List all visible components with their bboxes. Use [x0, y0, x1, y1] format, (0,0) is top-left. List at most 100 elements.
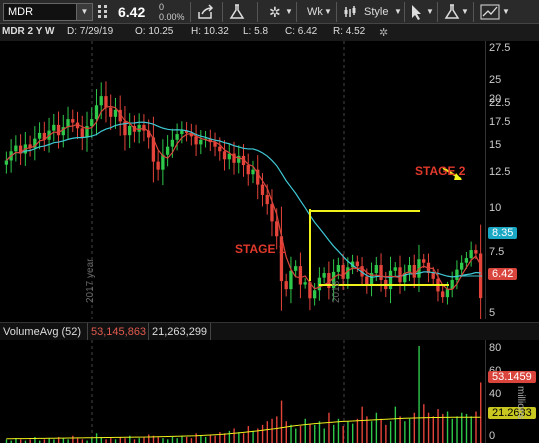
chart-header: MDR 2 Y W D: 7/29/19 O: 10.25 H: 10.32 L… [0, 24, 539, 41]
volume-bar [271, 418, 273, 443]
candle-body [412, 265, 416, 278]
candle-body [170, 139, 175, 147]
price-axis[interactable]: 27.5 25 22.5 20 17.5 15 12.5 10 7.5 5 8.… [485, 41, 539, 319]
volume-bar [399, 416, 401, 443]
candle-body [146, 130, 151, 138]
volume-bar [423, 404, 425, 443]
candle-body [104, 96, 108, 108]
toolbar: MDR ▼ 6.42 0 0.00% ✲ ▼ Wk ▼ Style ▼ ▼ ▼ … [0, 0, 539, 24]
volume-bar [247, 426, 250, 443]
volume-bar [24, 440, 27, 443]
volume-bar [266, 421, 269, 443]
bar-open: O: 10.25 [135, 26, 174, 37]
volume-bar [86, 440, 88, 443]
volume-bar [238, 432, 240, 443]
chart-settings-icon[interactable]: ✲ [379, 27, 389, 39]
volume-bar [404, 421, 406, 443]
period-dropdown-icon[interactable]: ▼ [324, 7, 332, 16]
volume-study-label[interactable]: VolumeAvg (52) [0, 323, 88, 341]
volume-bar [176, 438, 178, 443]
volume-bar [361, 406, 363, 443]
cursor-icon[interactable] [410, 3, 424, 21]
candle-body [265, 194, 269, 205]
volume-bar [356, 418, 359, 443]
candle-body [398, 267, 402, 283]
candle-body [374, 265, 378, 274]
volume-bar [318, 421, 321, 443]
drawing-icon[interactable] [343, 3, 363, 21]
symbol-input[interactable]: MDR ▼ [3, 3, 93, 21]
volume-bar [152, 435, 155, 443]
volume-chart[interactable] [0, 340, 485, 443]
style-button[interactable]: Style [364, 6, 389, 18]
volume-bar [228, 430, 231, 443]
candle-body [422, 259, 426, 263]
candle-body [464, 258, 469, 263]
volume-bar [347, 421, 349, 443]
volume-bar [418, 346, 420, 443]
price-chart[interactable]: STAGE 1 STAGE 2 2017 year 2018 [0, 41, 485, 328]
volume-bar [470, 416, 472, 443]
gear-icon[interactable]: ✲ [269, 4, 281, 20]
volume-bar [394, 406, 397, 443]
candle-body [441, 291, 445, 298]
share-icon[interactable] [197, 3, 215, 21]
volume-bar [148, 434, 150, 443]
studies-dropdown-icon[interactable]: ▼ [461, 7, 469, 16]
candle-body [90, 119, 94, 127]
studies-flask-icon[interactable] [444, 3, 460, 21]
change-pct: 0.00% [159, 12, 185, 22]
patterns-dropdown-icon[interactable]: ▼ [502, 7, 510, 16]
candle-body [37, 132, 42, 139]
candle-body [28, 144, 32, 148]
volume-bar [304, 418, 306, 443]
style-dropdown-icon[interactable]: ▼ [394, 7, 402, 16]
candle-body [42, 132, 46, 140]
volume-average: 21,263,299 [149, 323, 211, 341]
volume-bar [375, 412, 378, 443]
volume-bar [223, 433, 226, 443]
cursor-dropdown-icon[interactable]: ▼ [426, 7, 434, 16]
candle-body [303, 282, 307, 285]
volume-bar [465, 413, 468, 443]
toolbar-separator [257, 2, 258, 22]
toolbar-separator [437, 2, 438, 22]
volume-bar [138, 438, 140, 443]
volume-bar [408, 418, 411, 443]
period-button[interactable]: Wk [307, 6, 323, 18]
candle-body [66, 119, 70, 128]
symbol-dropdown-icon[interactable]: ▼ [76, 4, 92, 20]
candle-body [208, 138, 212, 143]
volume-bar [195, 433, 197, 443]
candle-body [431, 273, 435, 279]
flask-icon[interactable] [229, 3, 245, 21]
candle-body [331, 271, 336, 288]
volume-bars-group [5, 346, 482, 443]
volume-bar [15, 438, 17, 443]
y-tick: 17.5 [489, 116, 511, 128]
volume-bar [252, 430, 254, 443]
candle-body [227, 153, 231, 160]
chevron-down-icon[interactable]: ▼ [285, 7, 293, 16]
volume-bar [38, 440, 41, 443]
volume-chart-svg [5, 340, 482, 443]
grid-icon[interactable] [97, 4, 109, 21]
patterns-icon[interactable] [480, 3, 500, 21]
candle-body [213, 142, 217, 147]
candle-body [241, 155, 246, 166]
candle-body [256, 169, 260, 185]
candle-body [251, 169, 255, 175]
bar-high: H: 10.32 [191, 26, 229, 37]
candle-body [317, 277, 322, 291]
candle-body [199, 139, 203, 145]
candle-body [270, 204, 274, 222]
candle-body [184, 130, 189, 133]
volume-bar [200, 435, 202, 443]
bar-range: R: 4.52 [333, 26, 366, 37]
y-tick: 22.5 [489, 97, 511, 109]
volume-axis[interactable]: 80 60 40 20 0 53.1459 21.2633 millions [485, 340, 539, 443]
stage1-label: STAGE 1 [235, 242, 286, 256]
volume-bar [437, 409, 439, 443]
candle-body [113, 109, 118, 117]
volume-bar [19, 439, 22, 443]
